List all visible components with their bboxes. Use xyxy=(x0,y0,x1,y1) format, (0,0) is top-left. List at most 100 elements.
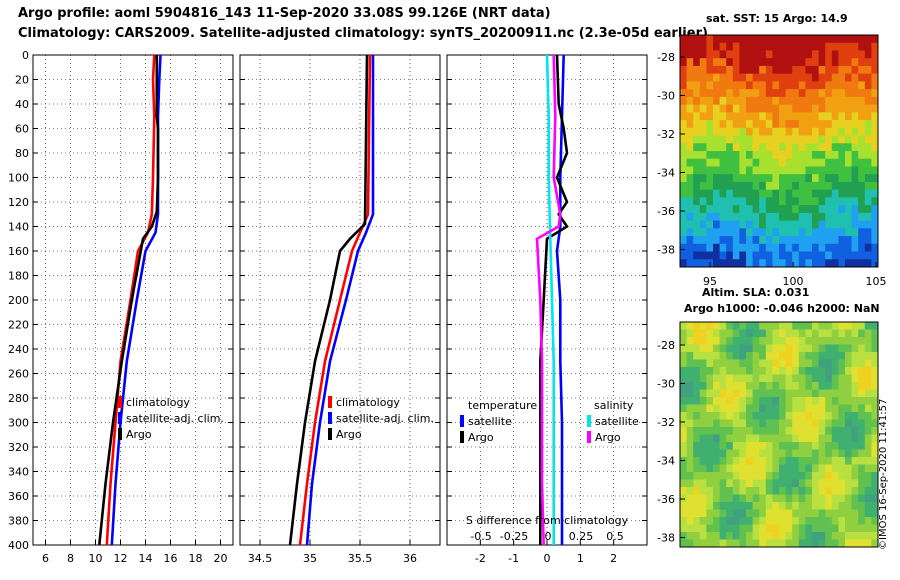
map-cell xyxy=(798,329,806,338)
map-cell xyxy=(871,374,879,383)
map-cell xyxy=(812,181,819,191)
map-cell xyxy=(739,374,747,383)
map-cell xyxy=(851,487,859,495)
map-cell xyxy=(699,127,707,136)
map-cell xyxy=(772,104,780,113)
map-cell xyxy=(825,65,833,75)
map-cell xyxy=(798,104,806,113)
map-cell xyxy=(713,259,720,268)
map-cell xyxy=(805,181,813,191)
map-cell xyxy=(746,359,753,368)
y-tick-label: 240 xyxy=(8,343,29,356)
map-cell xyxy=(858,42,866,51)
map-cell xyxy=(772,73,780,82)
map-cell xyxy=(732,251,740,260)
map-cell xyxy=(693,472,701,480)
map-cell xyxy=(858,151,866,160)
map-cell xyxy=(871,73,879,82)
map-cell xyxy=(746,127,753,136)
map-cell xyxy=(838,42,846,51)
map-cell xyxy=(772,419,780,428)
map-cell xyxy=(752,539,760,548)
map-cell xyxy=(812,367,819,375)
map-cell xyxy=(686,442,694,450)
map-cell xyxy=(805,50,813,59)
map-cell xyxy=(739,367,747,375)
map-cell xyxy=(752,81,760,90)
map-cell xyxy=(746,120,753,129)
map-cell xyxy=(858,479,866,488)
map-cell xyxy=(726,344,734,353)
map-cell xyxy=(805,65,813,75)
map-cell xyxy=(845,517,852,525)
map-cell xyxy=(719,42,727,51)
map-cell xyxy=(686,382,694,390)
map-cell xyxy=(759,502,767,510)
map-cell xyxy=(752,479,760,488)
map-cell xyxy=(838,50,846,59)
map-cell xyxy=(752,389,760,398)
map-cell xyxy=(719,509,727,518)
map-cell xyxy=(719,517,727,525)
map-cell xyxy=(739,65,747,75)
map-cell xyxy=(693,58,701,67)
map-cell xyxy=(871,479,879,488)
map-cell xyxy=(765,166,773,175)
map-cell xyxy=(686,434,694,443)
map-cell xyxy=(805,434,813,443)
map-cell xyxy=(719,532,727,540)
map-cell xyxy=(858,412,866,420)
map-cell xyxy=(686,81,694,90)
map-cell xyxy=(739,524,747,533)
map-cell xyxy=(818,127,826,136)
map-cell xyxy=(752,174,760,183)
map-cell xyxy=(825,419,833,428)
map-cell xyxy=(864,479,872,488)
map-cell xyxy=(851,367,859,375)
map-cell xyxy=(686,220,694,229)
map-cell xyxy=(851,322,859,330)
map-cell xyxy=(732,73,740,82)
map-cell xyxy=(864,337,872,345)
map-cell xyxy=(765,322,773,330)
sst-lon-tick: 100 xyxy=(783,275,804,288)
map-cell xyxy=(831,42,839,51)
map-cell xyxy=(779,329,786,338)
map-cell xyxy=(858,212,866,221)
map-cell xyxy=(726,442,734,450)
map-cell xyxy=(851,472,859,480)
map-cell xyxy=(798,189,806,198)
map-cell xyxy=(746,464,753,473)
map-cell xyxy=(772,464,780,473)
map-cell xyxy=(732,81,740,90)
map-cell xyxy=(726,259,734,268)
map-cell xyxy=(699,220,707,229)
map-cell xyxy=(726,127,734,136)
legend-label: satellite xyxy=(468,415,512,428)
map-cell xyxy=(851,104,859,113)
map-cell xyxy=(680,212,687,221)
map-cell xyxy=(798,502,806,510)
map-cell xyxy=(798,220,806,229)
map-cell xyxy=(719,73,727,82)
map-cell xyxy=(792,81,800,90)
map-cell xyxy=(752,382,760,390)
map-cell xyxy=(746,434,753,443)
map-cell xyxy=(805,419,813,428)
map-cell xyxy=(706,65,714,75)
map-cell xyxy=(739,344,747,353)
map-cell xyxy=(779,58,786,67)
map-cell xyxy=(732,502,740,510)
map-cell xyxy=(765,228,773,237)
map-cell xyxy=(765,120,773,129)
map-cell xyxy=(732,166,740,175)
map-cell xyxy=(812,81,819,90)
map-cell xyxy=(864,532,872,540)
map-cell xyxy=(825,532,833,540)
map-cell xyxy=(693,404,701,413)
map-cell xyxy=(858,464,866,473)
map-cell xyxy=(818,359,826,368)
map-cell xyxy=(713,143,720,152)
map-cell xyxy=(871,344,879,353)
map-cell xyxy=(818,166,826,175)
